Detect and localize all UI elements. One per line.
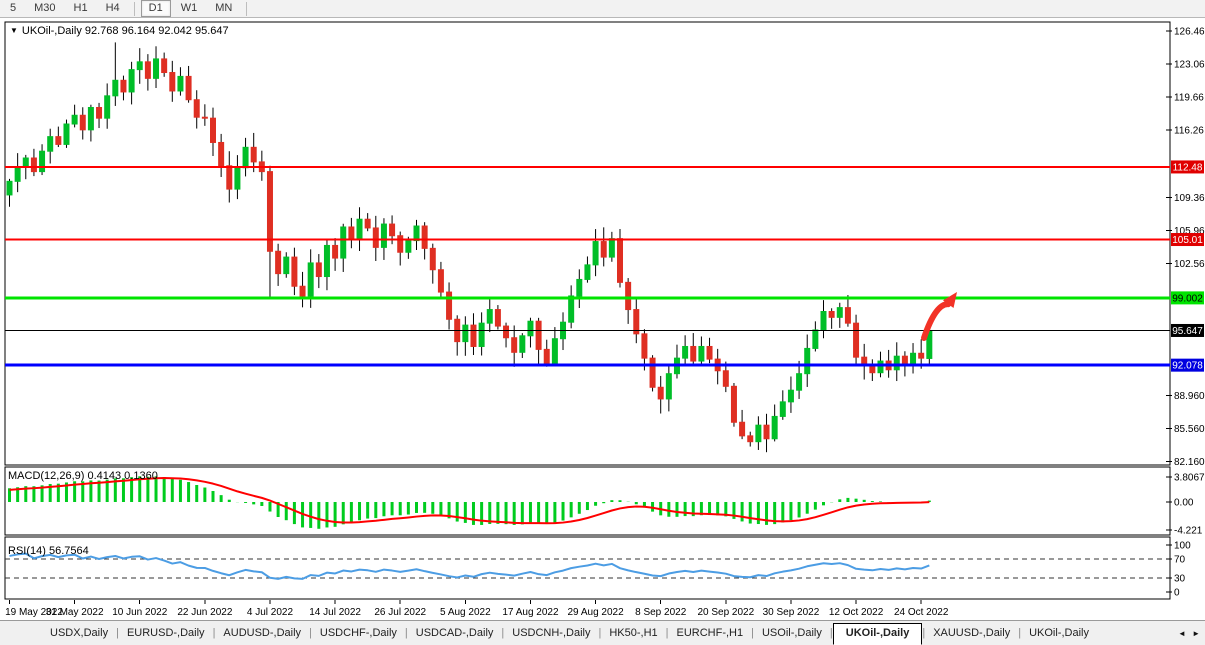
tab-separator: | <box>751 627 754 639</box>
svg-text:85.560: 85.560 <box>1174 424 1205 435</box>
tab-separator: | <box>1018 627 1022 639</box>
x-axis-label: 19 May 2022 <box>5 607 63 618</box>
tab-usdcnh-daily[interactable]: USDCNH-,Daily <box>512 627 591 639</box>
tab-ukoil-daily[interactable]: UKOil-,Daily <box>832 623 923 645</box>
timeframe-button-h1[interactable]: H1 <box>73 2 88 14</box>
x-axis-label: 31 May 2022 <box>46 607 104 618</box>
tab-navigation: ◄ ► <box>1175 620 1203 645</box>
x-axis-label: 12 Oct 2022 <box>829 607 884 618</box>
tab-eurchf-h1[interactable]: EURCHF-,H1 <box>676 627 744 639</box>
tab-separator: | <box>404 627 408 639</box>
x-axis-label: 20 Sep 2022 <box>697 607 754 618</box>
svg-text:88.960: 88.960 <box>1174 391 1205 402</box>
x-axis-label: 10 Jun 2022 <box>112 607 167 618</box>
tab-separator: | <box>212 627 216 639</box>
timeframe-button-d1[interactable]: D1 <box>140 0 171 17</box>
tab-separator: | <box>922 627 926 639</box>
svg-text:0.00: 0.00 <box>1174 498 1194 509</box>
svg-text:116.26: 116.26 <box>1174 126 1204 137</box>
svg-text:109.36: 109.36 <box>1174 193 1205 204</box>
tab-usdchf-daily[interactable]: USDCHF-,Daily <box>319 627 397 639</box>
symbol-tabbar: USDX,Daily | EURUSD-,Daily | AUDUSD-,Daily | U… <box>0 620 1205 645</box>
timeframe-button-w1[interactable]: W1 <box>180 2 198 14</box>
svg-text:99.002: 99.002 <box>1172 293 1203 304</box>
svg-text:119.66: 119.66 <box>1174 93 1204 104</box>
rsi-line <box>9 552 930 580</box>
svg-text:105.96: 105.96 <box>1174 226 1205 237</box>
tab-separator: | <box>829 627 833 639</box>
trend-arrow-annotation <box>921 301 952 341</box>
chart-canvas[interactable]: 126.46 123.06 119.66 116.26 109.36 105.96 102.… <box>0 18 1205 620</box>
x-axis-label: 24 Oct 2022 <box>894 607 949 618</box>
tab-eurusd-daily[interactable]: EURUSD-,Daily <box>126 627 205 639</box>
svg-text:95.647: 95.647 <box>1172 326 1203 337</box>
x-axis-label: 30 Sep 2022 <box>763 607 820 618</box>
x-axis-label: 8 Sep 2022 <box>635 607 687 618</box>
svg-text:-4.221: -4.221 <box>1174 525 1203 536</box>
timeframe-toolbar: 5 M30 H1 H4 D1 W1 MN <box>0 0 1205 18</box>
tab-audusd-daily[interactable]: AUDUSD-,Daily <box>223 627 302 639</box>
timeframe-button-m30[interactable]: M30 <box>34 2 56 14</box>
svg-text:82.160: 82.160 <box>1174 457 1205 468</box>
timeframe-button-h4[interactable]: H4 <box>105 2 120 14</box>
tabs-scroll-right-icon[interactable]: ► <box>1192 628 1200 638</box>
svg-text:112.48: 112.48 <box>1173 162 1203 173</box>
x-axis-label: 29 Aug 2022 <box>567 607 624 618</box>
x-axis-label: 22 Jun 2022 <box>177 607 232 618</box>
toolbar-separator <box>246 1 248 16</box>
tab-hk50-h1[interactable]: HK50-,H1 <box>609 627 658 639</box>
svg-text:92.078: 92.078 <box>1172 361 1203 372</box>
tab-separator: | <box>665 627 669 639</box>
tab-usdx-daily[interactable]: USDX,Daily <box>50 627 109 639</box>
tab-usdcad-daily[interactable]: USDCAD-,Daily <box>415 627 494 639</box>
tab-usoil-daily[interactable]: USOil-,Daily <box>761 627 822 639</box>
toolbar-separator <box>133 1 135 16</box>
x-axis-label: 14 Jul 2022 <box>309 607 361 618</box>
tab-separator: | <box>309 627 312 639</box>
tab-ukoil-daily[interactable]: UKOil-,Daily <box>1029 627 1089 639</box>
svg-text:3.8067: 3.8067 <box>1174 472 1205 483</box>
chart-region: 126.46 123.06 119.66 116.26 109.36 105.96 102.… <box>0 18 1205 620</box>
svg-text:100: 100 <box>1174 541 1191 552</box>
x-axis-label: 26 Jul 2022 <box>374 607 426 618</box>
timeframe-button-mn[interactable]: MN <box>215 2 233 14</box>
tab-separator: | <box>501 627 505 639</box>
svg-text:123.06: 123.06 <box>1174 60 1205 71</box>
svg-text:126.46: 126.46 <box>1174 27 1205 38</box>
timeframe-button-5[interactable]: 5 <box>10 2 17 14</box>
tab-separator: | <box>116 627 119 639</box>
svg-text:70: 70 <box>1174 555 1186 566</box>
candles <box>6 42 933 453</box>
svg-text:30: 30 <box>1174 573 1186 584</box>
macd-signal-line <box>9 477 930 525</box>
tab-separator: | <box>598 627 602 639</box>
x-axis-label: 5 Aug 2022 <box>440 607 491 618</box>
tab-xauusd-daily[interactable]: XAUUSD-,Daily <box>933 627 1011 639</box>
svg-text:102.56: 102.56 <box>1174 259 1205 270</box>
svg-text:0: 0 <box>1174 588 1180 599</box>
x-axis-label: 17 Aug 2022 <box>502 607 559 618</box>
tabs-scroll-left-icon[interactable]: ◄ <box>1178 628 1186 638</box>
x-axis-label: 4 Jul 2022 <box>247 607 294 618</box>
svg-text:105.01: 105.01 <box>1172 235 1203 246</box>
